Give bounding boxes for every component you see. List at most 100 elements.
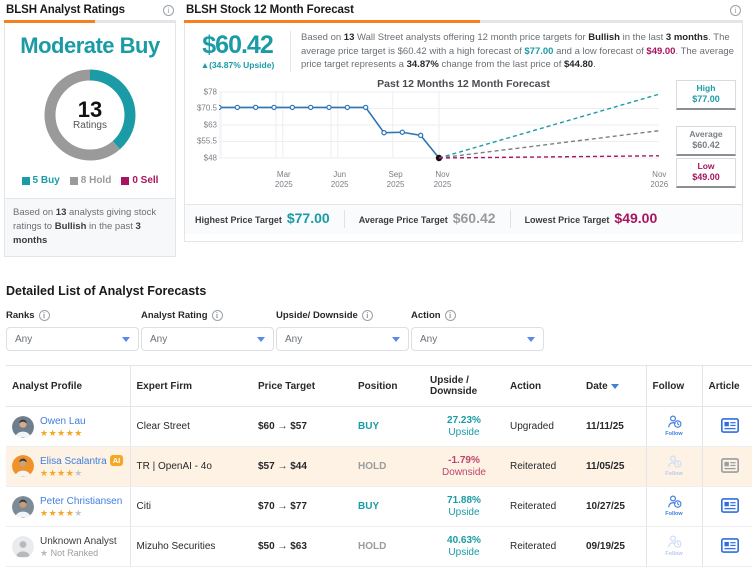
table-body: Owen Lau ★★★★★ Clear Street $60 → $57 BUY 27.… [6, 406, 752, 567]
analyst-name[interactable]: Elisa Scalantra AI [40, 455, 124, 467]
column-header-follow[interactable]: Follow [645, 365, 702, 407]
cell-analyst-profile: Peter Christiansen ★★★★★ [6, 486, 130, 527]
follow-button[interactable]: Follow [653, 414, 696, 439]
cell-price-target: $70 → $77 [252, 486, 352, 527]
cell-expert-firm: TR | OpenAI - 4o [129, 446, 252, 487]
filter-label: Analyst Rating i [141, 310, 274, 321]
article-icon[interactable] [721, 537, 740, 556]
hold-swatch-icon [69, 176, 78, 185]
lowest-price-target: Lowest Price Target $49.00 [525, 210, 672, 228]
filter-select[interactable]: Any [276, 327, 409, 351]
filter-label-text: Upside/ Downside [276, 310, 358, 321]
table-row[interactable]: Unknown Analyst ★ Not Ranked Mizuho Securi… [6, 526, 752, 567]
filter-label: Action i [411, 310, 544, 321]
upside-percent: -1.79% [448, 454, 480, 466]
column-header-date[interactable]: Date [580, 365, 646, 407]
chart-annotations: High $77.00 Average $60.42 Low $49.00 [664, 78, 738, 196]
blurb-high: $77.00 [524, 45, 554, 57]
page-title: BLSH Analyst Ratings [6, 4, 125, 16]
cell-expert-firm: Clear Street [129, 406, 252, 447]
cell-expert-firm: Citi [129, 486, 252, 527]
column-header-action[interactable]: Action [504, 365, 580, 407]
filter-select[interactable]: Any [6, 327, 139, 351]
upside-direction: Downside [442, 466, 486, 478]
y-tick-label: $70.5 [196, 103, 217, 113]
table-row[interactable]: Elisa Scalantra AI ★★★★★ TR | OpenAI - 4o $5… [6, 446, 752, 487]
highest-price-target-value: $77.00 [286, 210, 330, 226]
analyst-info: Elisa Scalantra AI ★★★★★ [40, 455, 124, 478]
column-header-article[interactable]: Article [701, 365, 752, 407]
follow-label: Follow [665, 511, 683, 517]
ai-badge: AI [109, 455, 124, 467]
follow-analyst-icon [667, 415, 682, 432]
analyst-profile[interactable]: Elisa Scalantra AI ★★★★★ [12, 455, 124, 478]
lowest-price-target-value: $49.00 [614, 210, 658, 226]
footnote-part-2: analysts giving stock ratings to [13, 207, 157, 232]
cell-upside-downside: 71.88% Upside [424, 486, 504, 527]
info-icon[interactable]: i [163, 4, 174, 16]
info-icon[interactable]: i [38, 310, 50, 321]
follow-button[interactable]: Follow [653, 534, 696, 559]
table-row[interactable]: Owen Lau ★★★★★ Clear Street $60 → $57 BUY 27.… [6, 406, 752, 447]
table-row[interactable]: Peter Christiansen ★★★★★ Citi $70 → $77 BUY 7… [6, 486, 752, 527]
filter-label-text: Analyst Rating [141, 310, 208, 321]
upside-value: ▲(34.87% Upside) [200, 60, 275, 70]
follow-button[interactable]: Follow [653, 454, 696, 479]
table-header-row: Analyst Profile Expert Firm Price Target Po… [6, 365, 752, 407]
article-icon[interactable] [721, 417, 740, 436]
follow-analyst-icon [667, 535, 682, 552]
info-icon[interactable]: i [361, 310, 373, 321]
filter-select[interactable]: Any [411, 327, 544, 351]
legend-item-buy: 5 Buy [21, 175, 60, 186]
average-price-box: $60.42 ▲(34.87% Upside) [193, 31, 291, 72]
analyst-name[interactable]: Owen Lau [40, 415, 86, 427]
column-header-position[interactable]: Position [352, 365, 424, 407]
position-badge: BUY [358, 421, 380, 432]
filter-select[interactable]: Any [141, 327, 274, 351]
footnote-sentiment: Bullish [54, 221, 87, 232]
sell-swatch-icon [121, 176, 130, 185]
analyst-name[interactable]: Peter Christiansen [40, 495, 123, 507]
flag-high-value: $77.00 [692, 93, 720, 104]
x-tick-label: Nov 2026 [650, 169, 669, 189]
donut-svg [44, 69, 136, 161]
column-header-price-target[interactable]: Price Target [252, 365, 352, 407]
card-accent-bar [4, 20, 176, 23]
blurb-p4: . The average price target is $60.42 wit… [301, 32, 730, 57]
date-value: 11/05/25 [586, 461, 625, 472]
highest-price-target-label: Highest Price Target [195, 215, 282, 225]
date-value: 10/27/25 [586, 501, 625, 512]
flag-low-value: $49.00 [692, 171, 720, 182]
cell-price-target: $60 → $57 [252, 406, 352, 447]
blurb-last-price: $44.80 [564, 59, 594, 70]
filter-upside-downside: Upside/ Downside i Any [276, 310, 409, 351]
column-header-expert-firm[interactable]: Expert Firm [129, 365, 252, 407]
ratings-legend: 5 Buy 8 Hold 0 Sell [5, 171, 175, 198]
info-icon[interactable]: i [211, 310, 223, 321]
ratings-panel: Moderate Buy 13 Ratings [4, 23, 176, 199]
analyst-profile[interactable]: Unknown Analyst ★ Not Ranked [12, 535, 124, 558]
x-tick-label: Nov 2025 [433, 169, 452, 189]
info-icon[interactable]: i [730, 4, 741, 16]
avatar [12, 455, 34, 478]
flag-high-label: High [696, 82, 716, 93]
article-icon[interactable] [721, 457, 740, 476]
chevron-down-icon [257, 336, 265, 342]
analyst-profile[interactable]: Owen Lau ★★★★★ [12, 415, 124, 438]
article-icon[interactable] [721, 497, 740, 516]
cell-date: 11/05/25 [580, 446, 646, 487]
info-icon[interactable]: i [444, 310, 456, 321]
upside-direction: Upside [448, 546, 480, 558]
analyst-name[interactable]: Unknown Analyst [40, 535, 117, 547]
column-header-upside-downside[interactable]: Upside / Downside [424, 365, 504, 407]
cell-follow: Follow [645, 406, 702, 447]
column-header-analyst-profile[interactable]: Analyst Profile [6, 365, 130, 407]
analyst-profile[interactable]: Peter Christiansen ★★★★★ [12, 495, 124, 518]
cell-analyst-profile: Unknown Analyst ★ Not Ranked [6, 526, 130, 567]
follow-button[interactable]: Follow [653, 494, 696, 519]
cell-date: 10/27/25 [580, 486, 646, 527]
footnote-part-3: in the past [86, 221, 136, 232]
price-target-summary: Highest Price Target $77.00 Average Pric… [185, 203, 742, 234]
chart-title: Past 12 Months 12 Month Forecast [377, 77, 550, 90]
legend-label-hold: 8 Hold [80, 175, 112, 186]
